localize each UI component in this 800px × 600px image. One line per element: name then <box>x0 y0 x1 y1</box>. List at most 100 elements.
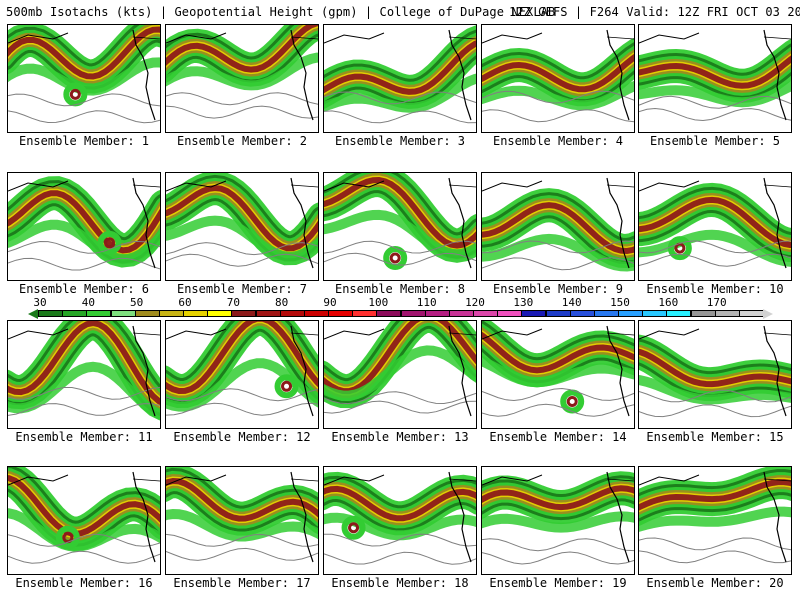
panel-caption: Ensemble Member: 16 <box>15 576 153 590</box>
panel-caption: Ensemble Member: 10 <box>646 282 784 296</box>
colorbar-swatch <box>110 310 136 317</box>
panel-caption: Ensemble Member: 12 <box>173 430 311 444</box>
colorbar-tick-label: 30 <box>33 296 47 309</box>
colorbar-swatch <box>134 310 160 317</box>
isotach-map <box>166 25 318 132</box>
ensemble-map-panel <box>323 320 477 429</box>
ensemble-map-panel <box>7 172 161 281</box>
panel-caption: Ensemble Member: 1 <box>18 134 150 148</box>
colorbar-swatch <box>231 310 257 317</box>
colorbar-tick-label: 90 <box>323 296 337 309</box>
colorbar-tick-label: 110 <box>416 296 437 309</box>
isotach-map <box>639 25 791 132</box>
colorbar-swatch <box>86 310 112 317</box>
colorbar-tick-label: 160 <box>658 296 679 309</box>
colorbar-swatch <box>62 310 88 317</box>
ensemble-map-panel <box>638 320 792 429</box>
colorbar-swatch <box>473 310 499 317</box>
colorbar-tick-label: 100 <box>368 296 389 309</box>
isotach-map <box>324 173 476 280</box>
header-title: 500mb Isotachs (kts) | Geopotential Heig… <box>6 5 556 19</box>
colorbar-tick-label: 150 <box>610 296 630 309</box>
isotach-map <box>8 321 160 428</box>
panel-caption: Ensemble Member: 3 <box>334 134 466 148</box>
ensemble-map-panel <box>481 320 635 429</box>
colorbar-tick-label: 170 <box>706 296 727 309</box>
isotach-map <box>482 467 634 574</box>
panel-caption: Ensemble Member: 7 <box>176 282 308 296</box>
panel-caption: Ensemble Member: 19 <box>489 576 627 590</box>
ensemble-map-panel <box>323 172 477 281</box>
colorbar-swatch <box>279 310 305 317</box>
isotach-map <box>324 25 476 132</box>
isotach-map <box>166 321 318 428</box>
colorbar-tick-label: 120 <box>465 296 485 309</box>
ensemble-map-panel <box>7 24 161 133</box>
isotach-map <box>639 321 791 428</box>
map-header: 500mb Isotachs (kts) | Geopotential Heig… <box>6 5 800 21</box>
colorbar-right-arrow <box>763 309 773 319</box>
ensemble-map-panel <box>638 172 792 281</box>
colorbar-tick-label: 40 <box>81 296 95 309</box>
colorbar-swatch <box>448 310 474 317</box>
isotach-map <box>482 321 634 428</box>
panel-caption: Ensemble Member: 20 <box>646 576 784 590</box>
colorbar-tick-label: 70 <box>226 296 240 309</box>
colorbar-swatch <box>207 310 233 317</box>
ensemble-map-panel <box>165 466 319 575</box>
colorbar-tick-label: 60 <box>178 296 192 309</box>
colorbar-swatch <box>642 310 668 317</box>
panel-caption: Ensemble Member: 2 <box>176 134 308 148</box>
ensemble-map-panel <box>481 24 635 133</box>
colorbar-swatch <box>569 310 595 317</box>
isotach-map <box>324 467 476 574</box>
isotach-map <box>8 25 160 132</box>
colorbar-swatch <box>376 310 402 317</box>
panel-caption: Ensemble Member: 15 <box>646 430 784 444</box>
panel-caption: Ensemble Member: 17 <box>173 576 311 590</box>
colorbar-swatch <box>352 310 378 317</box>
colorbar-swatch <box>690 310 716 317</box>
panel-caption: Ensemble Member: 11 <box>15 430 153 444</box>
isotach-map <box>324 321 476 428</box>
colorbar-swatch <box>497 310 523 317</box>
colorbar-left-arrow <box>28 309 38 319</box>
isotach-map <box>8 173 160 280</box>
colorbar-swatch <box>303 310 329 317</box>
panel-caption: Ensemble Member: 6 <box>18 282 150 296</box>
colorbar-tick-label: 50 <box>130 296 144 309</box>
ensemble-map-panel <box>638 466 792 575</box>
isotach-map <box>166 467 318 574</box>
ensemble-map-panel <box>165 320 319 429</box>
colorbar-tick-label: 130 <box>513 296 534 309</box>
panel-caption: Ensemble Member: 8 <box>334 282 466 296</box>
panel-caption: Ensemble Member: 13 <box>331 430 469 444</box>
ensemble-map-panel <box>323 24 477 133</box>
isotach-map <box>166 173 318 280</box>
colorbar-tick-label: 80 <box>275 296 289 309</box>
colorbar-swatch <box>618 310 644 317</box>
colorbar-swatch <box>183 310 209 317</box>
ensemble-map-panel <box>638 24 792 133</box>
ensemble-map-panel <box>7 466 161 575</box>
panel-caption: Ensemble Member: 18 <box>331 576 469 590</box>
panel-caption: Ensemble Member: 9 <box>492 282 624 296</box>
colorbar-tick-label: 140 <box>561 296 582 309</box>
colorbar-swatch <box>545 310 571 317</box>
colorbar-swatch <box>714 310 740 317</box>
colorbar-swatch <box>593 310 619 317</box>
isotach-map <box>639 173 791 280</box>
colorbar-swatch <box>521 310 547 317</box>
header-valid-time: 12Z GEFS | F264 Valid: 12Z FRI OCT 03 20… <box>509 5 800 19</box>
ensemble-map-panel <box>165 24 319 133</box>
isotach-map <box>8 467 160 574</box>
colorbar-swatch <box>738 310 764 317</box>
panel-caption: Ensemble Member: 4 <box>492 134 624 148</box>
colorbar-swatch <box>424 310 450 317</box>
colorbar-swatch <box>255 310 281 317</box>
isotach-map <box>482 25 634 132</box>
ensemble-map-panel <box>7 320 161 429</box>
ensemble-map-panel <box>481 466 635 575</box>
isotach-colorbar: 30 40 50 60 70 80 90 100 110 120 130 140 150 160 170 <box>8 296 792 320</box>
ensemble-map-panel <box>323 466 477 575</box>
